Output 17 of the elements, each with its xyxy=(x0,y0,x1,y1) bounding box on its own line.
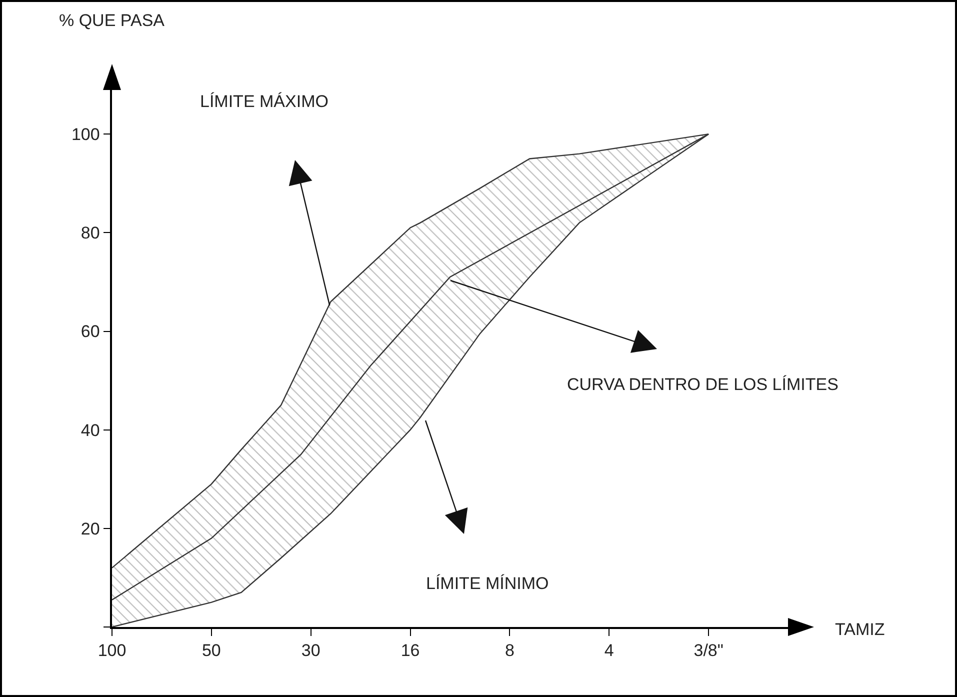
annotation: LÍMITE MÁXIMO xyxy=(200,92,328,111)
annotation: LÍMITE MÍNIMO xyxy=(426,574,549,593)
x-tick-label: 8 xyxy=(504,641,514,660)
x-tick-label: 100 xyxy=(98,641,126,660)
x-tick-label: 30 xyxy=(301,641,320,660)
y-axis-title: % QUE PASA xyxy=(59,11,166,30)
x-tick-label: 4 xyxy=(604,641,614,660)
y-tick-label: 60 xyxy=(80,322,100,342)
y-tick-label: 40 xyxy=(80,420,100,440)
y-tick-label: 80 xyxy=(80,224,100,243)
text: TAMIZ xyxy=(835,620,885,639)
x-tick-label: 3/8" xyxy=(694,641,724,660)
x-tick-label: 16 xyxy=(400,641,420,660)
annotation: CURVA DENTRO DE LOS LÍMITES xyxy=(567,375,838,394)
y-tick-label: 20 xyxy=(80,519,100,538)
y-tick-label: 100 xyxy=(71,125,100,144)
x-tick-label: 50 xyxy=(202,641,221,660)
